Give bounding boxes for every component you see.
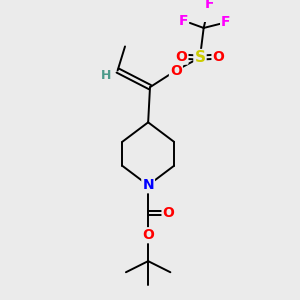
Text: F: F [178,14,188,28]
Text: O: O [176,50,188,64]
Text: O: O [170,64,182,77]
Text: O: O [142,228,154,242]
Text: O: O [212,50,224,64]
Text: F: F [221,15,231,29]
Text: N: N [142,178,154,192]
Text: F: F [205,0,214,11]
Text: O: O [163,206,174,220]
Text: S: S [194,50,206,65]
Text: H: H [100,69,111,82]
